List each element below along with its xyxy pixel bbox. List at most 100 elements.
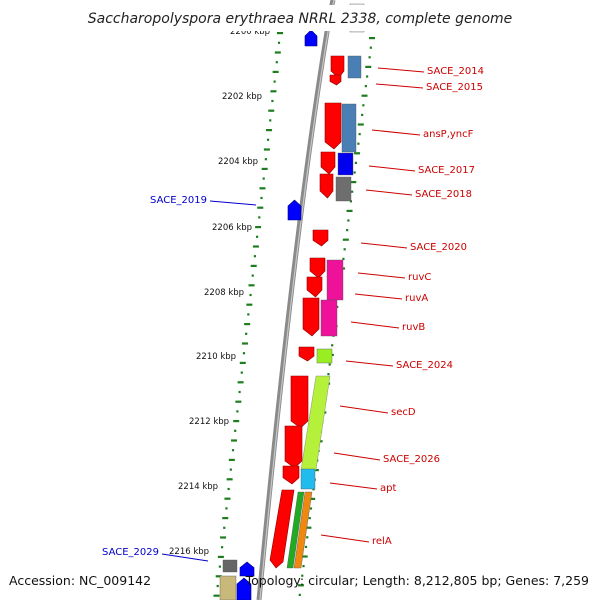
minor-tick [234,429,237,432]
scale-label: 2212 kbp [189,417,229,427]
gene-label[interactable]: SACE_2024 [396,360,453,371]
major-tick [274,51,281,54]
scale-label: 2202 kbp [222,92,262,102]
gene-label[interactable]: ansP,yncF [423,129,474,140]
major-tick [268,109,275,112]
gene-label[interactable]: secD [391,407,416,418]
callout-line [368,165,416,172]
major-tick [248,284,255,287]
major-tick [235,400,242,403]
major-tick [244,323,251,326]
scale-label: 2216 kbp [169,547,209,557]
minor-tick [353,171,356,174]
minor-tick [220,546,224,549]
scale-label: 2208 kbp [204,288,244,298]
minor-tick [262,177,265,180]
forward-gene-arrow [306,276,323,298]
minor-tick [253,255,257,258]
minor-tick [349,200,353,203]
minor-tick [256,235,259,238]
major-tick [261,167,268,170]
major-tick [224,497,231,500]
gene-label[interactable]: SACE_2026 [383,454,440,465]
cog-box [286,491,305,569]
minor-tick [225,507,228,510]
gene-label[interactable]: ruvA [405,293,428,304]
major-tick [266,129,273,132]
cog-box [320,299,338,337]
cog-box [316,348,333,364]
minor-tick [357,142,360,145]
cog-box [300,468,316,490]
major-tick [270,90,277,93]
map-title: Saccharopolyspora erythraea NRRL 2338, c… [88,11,513,27]
gene-label[interactable]: ruvC [408,272,431,283]
scale-label: 2214 kbp [178,482,218,492]
minor-tick [346,229,349,232]
minor-tick [245,332,248,335]
callout-line [320,534,370,543]
minor-tick [273,80,276,83]
minor-tick [302,565,305,568]
gene-label[interactable]: SACE_2018 [415,189,472,200]
scale-label: 2200 kbp [230,27,270,37]
reverse-gene-arrow [236,577,252,600]
forward-gene-arrow [320,151,336,175]
accession-label: Accession: NC_009142 [9,573,152,588]
callout-line [365,189,413,196]
reverse-gene-arrow [287,199,302,221]
major-tick [215,575,222,578]
cog-box [347,55,362,79]
gene-label[interactable]: SACE_2017 [418,165,475,176]
gene-label[interactable]: apt [380,483,396,494]
scale-label: 2210 kbp [196,352,236,362]
cog-box [341,103,357,153]
gene-label[interactable]: SACE_2014 [427,66,484,77]
callout-line [354,293,403,300]
minor-tick [304,545,308,548]
gene-label[interactable]: SACE_2020 [410,242,467,253]
major-tick [233,420,240,423]
scale-label: 2204 kbp [218,157,258,167]
minor-tick [266,138,270,141]
forward-gene-arrow [324,102,342,150]
cog-box [293,491,313,569]
forward-gene-arrow [298,346,315,362]
gene-label[interactable]: SACE_2019 [150,195,207,206]
minor-tick [260,196,263,200]
forward-gene-arrow [290,375,309,429]
forward-gene-arrow [312,229,329,247]
gene-label[interactable]: relA [372,536,392,547]
major-tick [369,37,375,40]
minor-tick [240,371,243,374]
gene-label[interactable]: SACE_2015 [426,82,483,93]
gene-label[interactable]: ruvB [402,322,425,333]
major-tick [226,478,233,481]
backbone [256,0,336,600]
minor-tick [277,41,281,44]
forward-gene-arrow [330,55,345,79]
minor-tick [242,352,246,355]
cog-box [222,559,238,573]
callout-line [375,83,424,89]
major-tick [365,65,372,68]
minor-tick [331,344,334,347]
gene-label[interactable]: SACE_2029 [102,547,159,558]
minor-tick [351,190,354,193]
major-tick [246,303,253,306]
minor-tick [361,113,364,116]
minor-tick [327,373,330,376]
major-tick [217,555,224,558]
major-tick [252,245,259,248]
minor-tick [301,574,304,577]
minor-tick [312,488,315,491]
callout-line [350,321,400,329]
cog-box [300,375,331,471]
callout-line [357,272,406,279]
minor-tick [223,526,226,529]
cog-box [219,575,237,600]
minor-tick [227,487,230,491]
callout-line [329,482,378,490]
callout-lines [161,67,425,562]
